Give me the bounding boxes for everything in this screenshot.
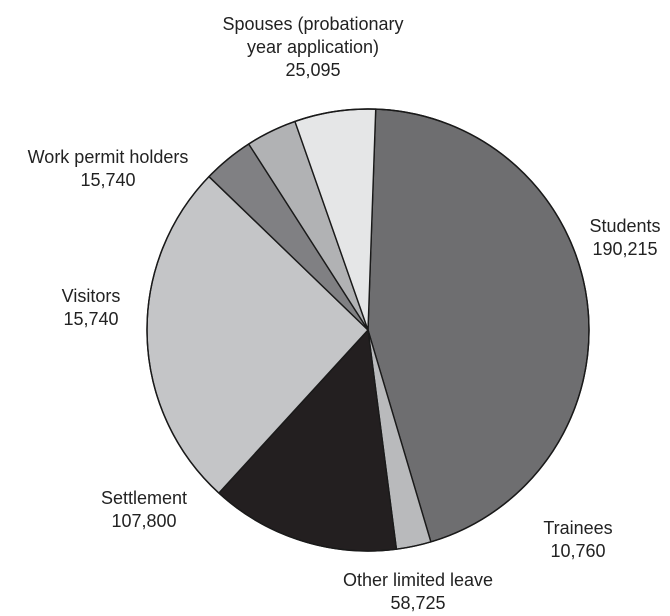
slice-label-settlement: Settlement 107,800 <box>101 488 187 531</box>
slice-label-line: 15,740 <box>63 309 118 329</box>
slice-label-work-permit-holders: Work permit holders 15,740 <box>28 147 189 190</box>
slice-label-line: Work permit holders <box>28 147 189 167</box>
slice-label-line: Other limited leave <box>343 570 493 590</box>
slice-label-line: Visitors <box>62 286 121 306</box>
slice-labels: Students 190,215 Trainees 10,760 Other limit… <box>28 14 661 613</box>
slice-label-visitors: Visitors 15,740 <box>62 286 121 329</box>
slice-label-line: 107,800 <box>111 511 176 531</box>
slice-label-line: 25,095 <box>285 60 340 80</box>
pie-outline <box>146 108 590 552</box>
slice-label-line: 15,740 <box>80 170 135 190</box>
pie-slices <box>146 108 590 552</box>
slice-label-line: Students <box>589 216 660 236</box>
slice-label-trainees: Trainees 10,760 <box>543 518 612 561</box>
slice-label-other-limited-leave: Other limited leave 58,725 <box>343 570 493 613</box>
slice-label-line: year application) <box>247 37 379 57</box>
slice-label-line: Spouses (probationary <box>222 14 403 34</box>
slice-label-line: 58,725 <box>390 593 445 613</box>
slice-label-students: Students 190,215 <box>589 216 660 259</box>
slice-label-line: 190,215 <box>592 239 657 259</box>
slice-label-line: Trainees <box>543 518 612 538</box>
slice-label-spouses-probationary-year-application: Spouses (probationary year application) 25… <box>222 14 403 80</box>
slice-label-line: 10,760 <box>550 541 605 561</box>
slice-label-line: Settlement <box>101 488 187 508</box>
